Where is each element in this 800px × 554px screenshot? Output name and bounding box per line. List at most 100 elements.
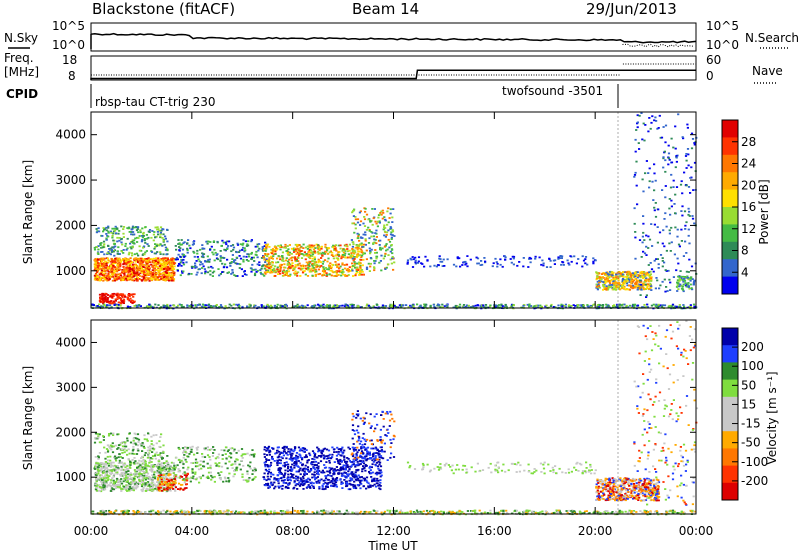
scatter-cell	[643, 276, 646, 279]
scatter-cell	[128, 268, 131, 271]
scatter-cell	[130, 294, 133, 296]
scatter-cell	[676, 228, 679, 231]
scatter-cell	[626, 272, 630, 275]
scatter-cell	[613, 287, 616, 290]
scatter-cell	[370, 219, 373, 222]
scatter-cell	[313, 256, 316, 259]
scatter-cell	[160, 469, 163, 471]
scatter-cell	[500, 303, 503, 306]
scatter-cell	[354, 274, 357, 277]
scatter-cell	[435, 265, 438, 268]
scatter-cell	[636, 281, 639, 284]
scatter-cell	[682, 280, 685, 283]
scatter-cell	[273, 304, 276, 307]
scatter-cell	[133, 279, 136, 282]
scatter-cell	[157, 467, 160, 470]
scatter-cell	[156, 230, 159, 233]
scatter-cell	[149, 258, 153, 261]
scatter-cell	[96, 463, 99, 466]
scatter-cell	[659, 304, 662, 307]
colorbar-tick-label: 4	[741, 265, 749, 279]
scatter-cell	[169, 264, 172, 267]
scatter-cell	[338, 267, 341, 269]
scatter-cell	[311, 269, 314, 272]
scatter-cell	[94, 275, 98, 278]
scatter-cell	[602, 288, 605, 291]
scatter-cell	[676, 235, 679, 238]
scatter-cell	[294, 257, 297, 260]
scatter-cell	[346, 275, 349, 277]
scatter-cell	[317, 259, 320, 262]
scatter-cell	[622, 271, 625, 273]
scatter-cell	[611, 274, 614, 277]
scatter-cell	[161, 467, 164, 470]
scatter-cell	[679, 277, 682, 280]
scatter-cell	[266, 255, 269, 258]
scatter-cell	[659, 136, 662, 139]
scatter-cell	[224, 249, 227, 251]
scatter-cell	[268, 246, 271, 248]
scatter-cell	[328, 266, 331, 269]
scatter-cell	[656, 241, 659, 244]
scatter-cell	[458, 306, 461, 309]
scatter-cell	[628, 281, 631, 283]
scatter-cell	[119, 262, 122, 265]
scatter-cell	[512, 304, 515, 307]
scatter-cell	[650, 289, 653, 291]
scatter-cell	[288, 251, 291, 254]
scatter-cell	[323, 270, 327, 272]
scatter-cell	[248, 306, 251, 309]
scatter-cell	[581, 265, 584, 268]
scatter-cell	[349, 256, 352, 259]
scatter-cell	[423, 303, 426, 306]
scatter-cell	[158, 275, 161, 278]
scatter-cell	[564, 306, 567, 309]
scatter-cell	[182, 253, 185, 256]
scatter-cell	[211, 251, 214, 254]
scatter-cell	[168, 464, 171, 467]
scatter-cell	[109, 230, 112, 233]
scatter-cell	[455, 306, 458, 309]
scatter-cell	[328, 273, 331, 276]
scatter-cell	[271, 257, 274, 260]
scatter-cell	[101, 482, 104, 484]
scatter-cell	[150, 482, 153, 485]
scatter-cell	[360, 236, 363, 239]
scatter-cell	[119, 442, 122, 444]
scatter-cell	[461, 264, 464, 266]
scatter-cell	[325, 247, 328, 249]
scatter-cell	[126, 476, 129, 478]
scatter-cell	[117, 301, 120, 304]
scatter-cell	[314, 274, 317, 276]
scatter-cell	[626, 279, 629, 282]
scatter-cell	[323, 252, 326, 254]
nsky-tick-bottom: 10^0	[52, 38, 85, 52]
scatter-cell	[369, 265, 372, 268]
scatter-cell	[596, 304, 600, 306]
scatter-cell	[362, 243, 366, 246]
scatter-cell	[325, 275, 328, 277]
scatter-cell	[313, 264, 316, 266]
scatter-cell	[260, 273, 263, 275]
scatter-cell	[639, 276, 642, 279]
scatter-cell	[680, 228, 683, 231]
scatter-cell	[147, 475, 151, 478]
scatter-cell	[180, 243, 184, 246]
scatter-cell	[540, 263, 543, 266]
scatter-cell	[154, 279, 157, 281]
scatter-cell	[157, 271, 160, 274]
scatter-cell	[499, 258, 502, 261]
scatter-cell	[100, 297, 103, 299]
scatter-cell	[128, 477, 131, 480]
scatter-cell	[626, 284, 629, 287]
scatter-cell	[142, 246, 145, 249]
scatter-cell	[595, 271, 598, 274]
scatter-cell	[135, 437, 138, 440]
scatter-cell	[688, 242, 691, 245]
scatter-cell	[608, 279, 611, 282]
scatter-cell	[164, 246, 167, 249]
scatter-cell	[161, 237, 164, 239]
scatter-cell	[104, 260, 107, 263]
scatter-cell	[638, 239, 642, 241]
scatter-cell	[522, 257, 525, 259]
